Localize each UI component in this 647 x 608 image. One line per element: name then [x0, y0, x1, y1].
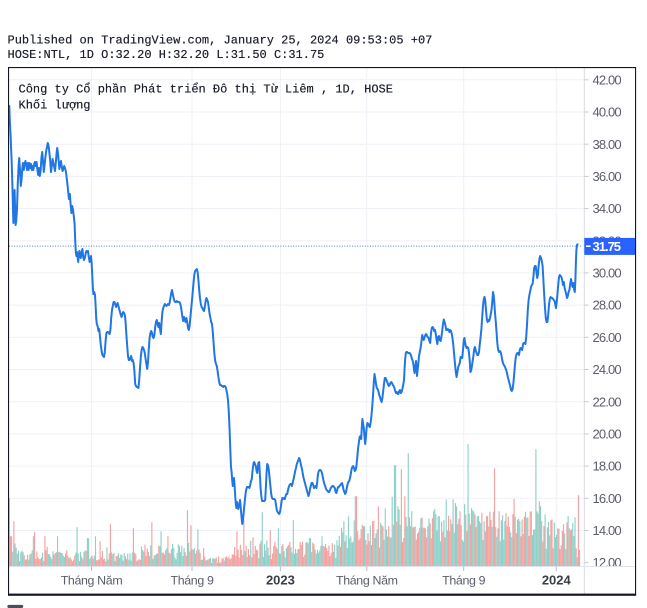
svg-text:40.00: 40.00 — [593, 105, 622, 120]
svg-text:Published on TradingView.com,: Published on TradingView.com, January 25… — [8, 34, 433, 48]
svg-text:42.00: 42.00 — [593, 72, 622, 87]
svg-text:12.00: 12.00 — [593, 555, 622, 570]
svg-text:31.75: 31.75 — [593, 239, 621, 254]
svg-text:34.00: 34.00 — [593, 201, 622, 216]
svg-text:HOSE:NTL, 1D O:32.20 H:32.20 L: HOSE:NTL, 1D O:32.20 H:32.20 L:31.50 C:3… — [8, 48, 325, 62]
svg-text:14.00: 14.00 — [593, 523, 622, 538]
svg-text:38.00: 38.00 — [593, 137, 622, 152]
svg-text:18.00: 18.00 — [593, 459, 622, 474]
svg-text:28.00: 28.00 — [593, 298, 622, 313]
svg-text:26.00: 26.00 — [593, 330, 622, 345]
svg-text:TradingView: TradingView — [28, 605, 107, 608]
svg-text:Khối lượng: Khối lượng — [19, 98, 91, 112]
svg-text:22.00: 22.00 — [593, 394, 622, 409]
svg-text:36.00: 36.00 — [593, 169, 622, 184]
svg-text:2024: 2024 — [542, 572, 572, 587]
svg-text:20.00: 20.00 — [593, 427, 622, 442]
svg-text:24.00: 24.00 — [593, 362, 622, 377]
svg-text:Tháng 9: Tháng 9 — [170, 573, 213, 587]
svg-text:Công ty Cổ phần Phát triển Đô: Công ty Cổ phần Phát triển Đô thị Từ Liê… — [19, 81, 393, 96]
svg-text:16.00: 16.00 — [593, 491, 622, 506]
svg-text:Tháng 9: Tháng 9 — [442, 573, 485, 587]
svg-text:30.00: 30.00 — [593, 266, 622, 281]
svg-text:2023: 2023 — [266, 572, 295, 587]
svg-text:Tháng Năm: Tháng Năm — [336, 573, 398, 587]
svg-text:Tháng Năm: Tháng Năm — [61, 573, 123, 587]
